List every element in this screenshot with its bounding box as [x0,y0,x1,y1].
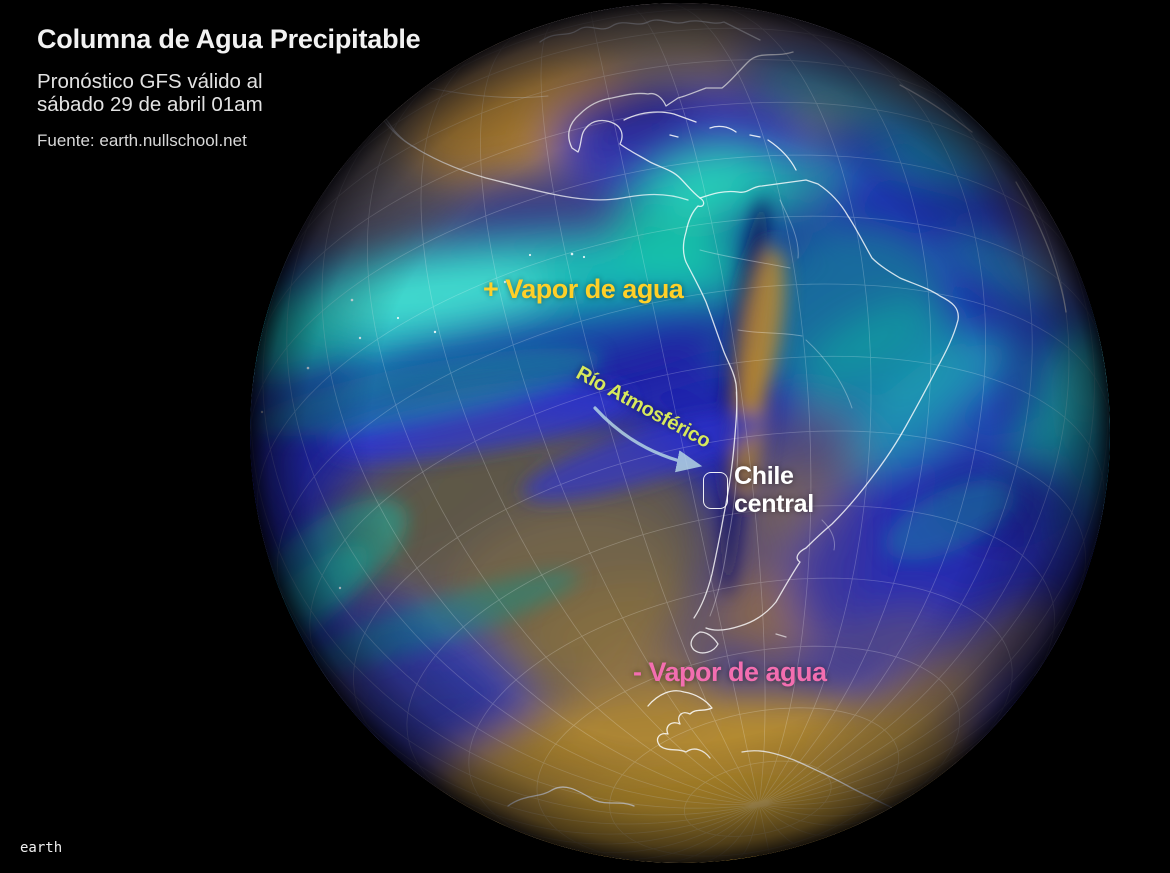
chile-label-line2: central [734,490,814,518]
chile-central-box [703,472,728,509]
forecast-subtitle-line2: sábado 29 de abril 01am [37,93,263,116]
forecast-subtitle-line1: Pronóstico GFS válido al [37,70,263,93]
annotation-less-vapor: - Vapor de agua [633,657,827,687]
source-credit: Fuente: earth.nullschool.net [37,131,247,150]
forecast-subtitle: Pronóstico GFS válido al sábado 29 de ab… [37,70,420,116]
atmospheric-river-arrow [593,406,703,473]
chile-label-line1: Chile [734,462,794,490]
vapor-field [250,3,1110,863]
title-block: Columna de Agua Precipitable Pronóstico … [37,24,421,151]
annotation-more-vapor: + Vapor de agua [483,274,684,304]
annotation-chile-central: Chile central [734,462,814,518]
earth-menu-button[interactable]: earth [20,840,63,856]
page-title: Columna de Agua Precipitable [37,24,421,54]
